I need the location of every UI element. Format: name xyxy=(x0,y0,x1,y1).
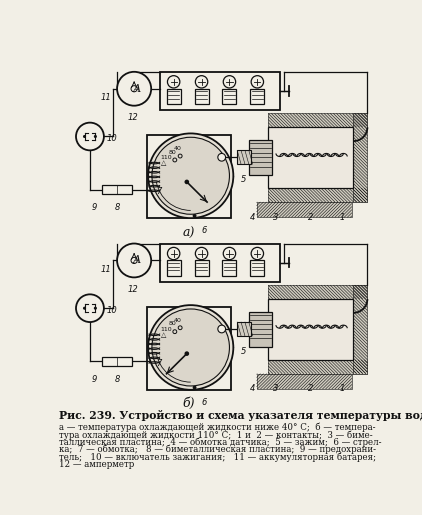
Text: тель;   10 — включатель зажигания;   11 — аккумуляторная батарея;: тель; 10 — включатель зажигания; 11 — ак… xyxy=(59,452,376,461)
Circle shape xyxy=(218,325,226,333)
Text: 8: 8 xyxy=(114,203,120,213)
Text: а — температура охлаждающей жидкости ниже 40° С;  б — темпера-: а — температура охлаждающей жидкости ниж… xyxy=(59,423,376,433)
Text: 5: 5 xyxy=(241,175,246,184)
Text: △: △ xyxy=(161,160,166,166)
Text: 5: 5 xyxy=(241,347,246,356)
Circle shape xyxy=(131,85,137,92)
Text: тура охлаждающей жидкости 110° С;  1 и  2 — контакты;  3 — биме-: тура охлаждающей жидкости 110° С; 1 и 2 … xyxy=(59,430,373,440)
Text: 80: 80 xyxy=(168,321,176,327)
Text: 80: 80 xyxy=(168,149,176,154)
Bar xyxy=(160,244,280,282)
Bar xyxy=(103,185,132,194)
Text: А: А xyxy=(132,255,141,265)
Text: 6: 6 xyxy=(202,398,207,406)
Bar xyxy=(147,306,231,390)
Circle shape xyxy=(117,72,151,106)
Text: 2: 2 xyxy=(308,213,314,222)
Bar xyxy=(257,374,352,389)
Bar xyxy=(249,141,272,175)
Bar xyxy=(268,360,368,374)
Text: 4: 4 xyxy=(250,213,255,222)
Circle shape xyxy=(223,76,235,88)
Circle shape xyxy=(83,135,86,138)
Text: 8: 8 xyxy=(114,375,120,384)
Circle shape xyxy=(223,247,235,260)
Bar xyxy=(237,322,251,336)
Text: 12 — амперметр: 12 — амперметр xyxy=(59,459,134,469)
Bar xyxy=(268,113,368,127)
Text: 10: 10 xyxy=(107,134,118,143)
Bar xyxy=(195,89,208,104)
Circle shape xyxy=(195,247,208,260)
Text: 6: 6 xyxy=(202,226,207,235)
Text: 10: 10 xyxy=(107,306,118,315)
Bar xyxy=(160,72,280,110)
Bar xyxy=(222,89,236,104)
Bar xyxy=(147,135,231,218)
Text: 3: 3 xyxy=(273,213,279,222)
Text: а): а) xyxy=(182,227,195,241)
Text: 3: 3 xyxy=(273,384,279,393)
Text: 2: 2 xyxy=(308,384,314,393)
Text: 12: 12 xyxy=(127,285,138,294)
Circle shape xyxy=(192,386,197,389)
Text: 7: 7 xyxy=(156,359,162,368)
Bar xyxy=(167,89,181,104)
Text: Рис. 239. Устройство и схема указателя температуры воды:: Рис. 239. Устройство и схема указателя т… xyxy=(59,410,422,421)
Text: 1: 1 xyxy=(339,384,344,393)
Bar xyxy=(354,285,368,374)
Circle shape xyxy=(76,295,104,322)
Circle shape xyxy=(152,309,230,386)
Text: 110: 110 xyxy=(161,327,172,332)
Text: ка;  7 — обмотка;   8 — биметаллическая пластина;  9 — предохрани-: ка; 7 — обмотка; 8 — биметаллическая пла… xyxy=(59,445,376,454)
Circle shape xyxy=(148,133,233,218)
Circle shape xyxy=(218,153,226,161)
Circle shape xyxy=(251,76,264,88)
Bar xyxy=(250,89,264,104)
Bar xyxy=(195,261,208,276)
Bar xyxy=(167,261,181,276)
Circle shape xyxy=(184,351,189,356)
Bar xyxy=(268,285,368,299)
Bar xyxy=(257,202,352,217)
Circle shape xyxy=(83,306,86,310)
Circle shape xyxy=(148,305,233,390)
Text: 40: 40 xyxy=(174,146,182,151)
Text: 110: 110 xyxy=(161,155,172,160)
Circle shape xyxy=(131,258,137,264)
Circle shape xyxy=(195,76,208,88)
Circle shape xyxy=(117,244,151,278)
Bar xyxy=(268,299,354,360)
Bar xyxy=(250,261,264,276)
Circle shape xyxy=(168,247,180,260)
Bar xyxy=(268,127,354,188)
Bar xyxy=(249,312,272,347)
Text: 9: 9 xyxy=(92,375,97,384)
Circle shape xyxy=(152,138,230,214)
Circle shape xyxy=(184,180,189,184)
Text: 4: 4 xyxy=(250,384,255,393)
Text: 9: 9 xyxy=(92,203,97,213)
Circle shape xyxy=(94,135,97,138)
Bar xyxy=(103,357,132,366)
Text: 7: 7 xyxy=(156,187,162,196)
Circle shape xyxy=(251,247,264,260)
Text: таллическая пластина;  4 — обмотка датчика;  5 — зажим;  6 — стрел-: таллическая пластина; 4 — обмотка датчик… xyxy=(59,438,381,447)
Text: 12: 12 xyxy=(127,113,138,123)
Circle shape xyxy=(76,123,104,150)
Circle shape xyxy=(192,214,197,218)
Circle shape xyxy=(94,306,97,310)
Bar xyxy=(268,188,368,202)
Circle shape xyxy=(168,76,180,88)
Text: △: △ xyxy=(161,332,166,338)
Text: 40: 40 xyxy=(174,318,182,323)
Text: 11: 11 xyxy=(101,94,112,102)
Text: 1: 1 xyxy=(339,213,344,222)
Bar xyxy=(354,113,368,202)
Bar xyxy=(237,150,251,164)
Bar xyxy=(222,261,236,276)
Text: А: А xyxy=(132,84,141,94)
Text: 11: 11 xyxy=(101,265,112,274)
Text: б): б) xyxy=(182,397,195,410)
